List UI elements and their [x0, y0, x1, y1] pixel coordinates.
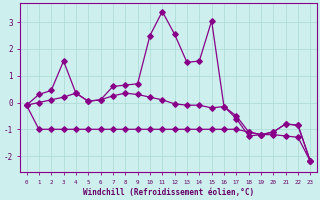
X-axis label: Windchill (Refroidissement éolien,°C): Windchill (Refroidissement éolien,°C) — [83, 188, 254, 197]
